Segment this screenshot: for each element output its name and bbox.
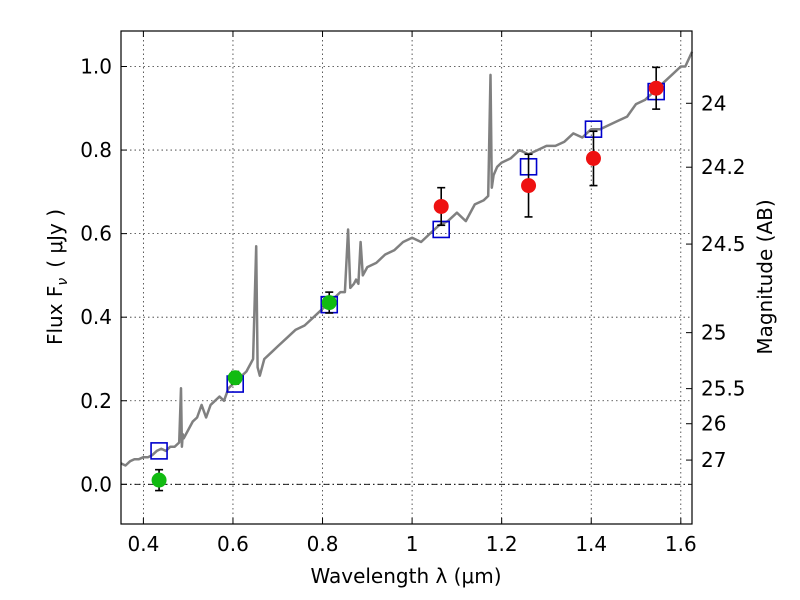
green-data-point	[321, 295, 337, 311]
y-tick-label: 0.4	[80, 305, 112, 329]
left-axis-title-main: Flux F	[43, 286, 67, 345]
plot-background	[121, 31, 692, 524]
right-axis-title: Magnitude (AB)	[753, 199, 777, 354]
x-tick-label: 1.4	[575, 532, 607, 556]
spectrum-line	[120, 51, 694, 467]
right-tick-label: 25.5	[701, 377, 746, 401]
left-axis-title-sub: ν	[55, 278, 71, 286]
right-tick-label: 25	[701, 321, 726, 345]
right-tick-label: 24.2	[701, 155, 746, 179]
left-axis-title-unit: ( μJy )	[43, 209, 67, 268]
red-data-point	[433, 198, 449, 214]
x-tick-label: 1	[406, 532, 419, 556]
red-data-point	[521, 178, 537, 194]
model-square-marker	[150, 442, 168, 460]
right-tick-label: 24.5	[701, 232, 746, 256]
y-tick-label: 0.0	[80, 472, 112, 496]
red-data-point	[648, 80, 664, 96]
left-axis-title: Flux Fν ( μJy )	[43, 209, 71, 345]
x-tick-label: 1.2	[486, 532, 518, 556]
plot-frame	[120, 30, 693, 525]
y-tick-label: 0.8	[80, 138, 112, 162]
green-data-point	[227, 370, 243, 386]
x-tick-label: 0.6	[217, 532, 249, 556]
red-data-point	[585, 150, 601, 166]
x-axis-title: Wavelength λ (μm)	[310, 564, 501, 588]
x-tick-label: 0.4	[127, 532, 159, 556]
green-data-point	[151, 472, 167, 488]
right-ticks: 24 24.2 24.5 25 25.5 26 27	[686, 91, 746, 472]
x-ticks: 0.4 0.6 0.8 1 1.2 1.4 1.6	[127, 31, 697, 556]
right-tick-label: 27	[701, 448, 726, 472]
x-tick-label: 0.8	[307, 532, 339, 556]
y-ticks: 0.0 0.2 0.4 0.6 0.8 1.0	[80, 55, 127, 496]
y-tick-label: 0.6	[80, 222, 112, 246]
y-tick-label: 1.0	[80, 55, 112, 79]
y-tick-label: 0.2	[80, 389, 112, 413]
svg-text:Flux Fν( μJy ): Flux Fν ( μJy )	[43, 209, 71, 345]
x-tick-label: 1.6	[665, 532, 697, 556]
right-tick-label: 26	[701, 412, 726, 436]
series-layer	[120, 51, 694, 492]
right-tick-label: 24	[701, 91, 726, 115]
